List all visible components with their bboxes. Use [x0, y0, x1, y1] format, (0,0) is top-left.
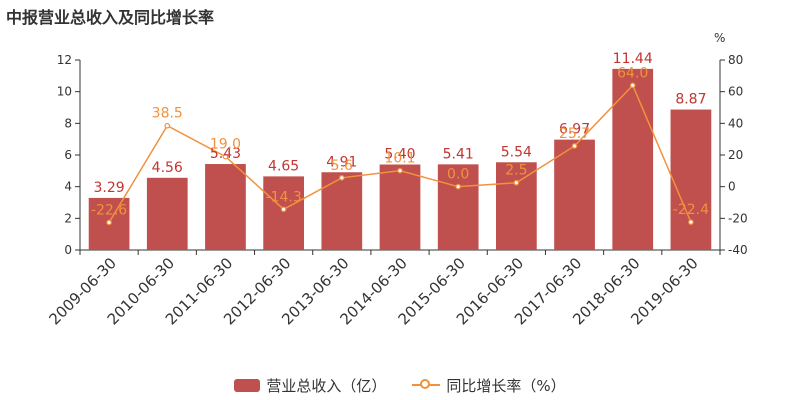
growth-value-label: -14.3	[266, 189, 302, 205]
growth-value-label: 5.6	[331, 158, 353, 174]
growth-point	[688, 219, 694, 225]
y-right-tick-label: 60	[728, 85, 743, 99]
growth-point	[164, 122, 171, 129]
bar	[321, 172, 363, 250]
bar	[612, 68, 654, 250]
growth-value-label: -22.6	[91, 202, 127, 218]
y-right-unit: %	[714, 31, 725, 45]
growth-value-label: 0.0	[447, 167, 469, 183]
bar	[496, 162, 537, 250]
bar-value-label: 5.41	[443, 146, 474, 162]
y-right-tick-label: -20	[728, 211, 748, 225]
data-labels: 3.29 4.56 5.43 4.65 4.91 5.40 5.41 5.54 6.97 11.4…	[91, 51, 709, 219]
bar-value-label: 6.97	[559, 122, 590, 138]
growth-value-label: 10.1	[384, 151, 415, 167]
bar-value-label: 11.44	[613, 51, 653, 67]
bar	[379, 164, 421, 250]
growth-value-label: 64.0	[617, 65, 648, 81]
bar-value-label: 5.54	[501, 144, 532, 160]
growth-point	[513, 179, 520, 186]
y-right-tick-label: 40	[728, 116, 743, 130]
legend-item-revenue[interactable]: 营业总收入（亿）	[234, 375, 386, 396]
y-left-tick-label: 0	[64, 243, 72, 257]
bar	[146, 177, 188, 250]
legend-item-growth[interactable]: 同比增长率（%）	[412, 375, 566, 396]
bar-value-label: 4.91	[326, 154, 357, 170]
bar-value-label: 8.87	[675, 92, 706, 108]
y-left-tick-label: 4	[64, 180, 72, 194]
y-left-tick-label: 2	[64, 211, 72, 225]
y-left-tick-label: 12	[57, 53, 72, 67]
y-right-tick-label: -40	[728, 243, 748, 257]
y-left-tick-label: 6	[64, 148, 72, 162]
growth-point	[629, 82, 636, 89]
y-right-tick-label: 20	[728, 148, 743, 162]
legend-label-revenue: 营业总收入（亿）	[266, 376, 387, 395]
growth-value-label: 38.5	[152, 106, 183, 122]
chart-title: 中报营业总收入及同比增长率	[6, 8, 215, 27]
bar	[205, 164, 246, 250]
growth-point	[106, 219, 112, 226]
growth-value-label: 25.7	[559, 126, 590, 142]
bar-value-label: 4.65	[268, 158, 299, 174]
growth-value-label: 2.5	[505, 163, 527, 179]
legend-line-swatch	[412, 378, 441, 392]
growth-point	[455, 183, 461, 190]
bar-value-label: 3.29	[94, 180, 125, 196]
legend-label-growth: 同比增长率（%）	[446, 376, 566, 395]
y-left-tick-label: 10	[57, 85, 72, 99]
growth-point	[571, 143, 578, 149]
bar	[670, 109, 712, 250]
bar-value-label: 5.43	[210, 146, 241, 162]
y-right-tick-label: 80	[728, 53, 743, 67]
bar	[263, 176, 304, 250]
bar-value-label: 5.40	[384, 147, 415, 163]
growth-point	[222, 153, 229, 160]
line-series	[106, 82, 694, 226]
growth-point	[280, 206, 287, 213]
growth-point	[339, 175, 345, 181]
y-right-tick-label: 0	[728, 180, 736, 194]
bar-value-label: 4.56	[152, 160, 183, 176]
growth-value-label: 19.0	[210, 137, 241, 153]
bar	[554, 139, 595, 250]
growth-point	[397, 167, 403, 174]
growth-value-label: -22.4	[673, 202, 709, 218]
legend-bar-swatch	[234, 378, 261, 392]
legend: 营业总收入（亿） 同比增长率（%）	[0, 374, 800, 396]
bar	[437, 164, 479, 250]
bar-series	[88, 68, 712, 250]
y-left-tick-label: 8	[64, 116, 72, 130]
